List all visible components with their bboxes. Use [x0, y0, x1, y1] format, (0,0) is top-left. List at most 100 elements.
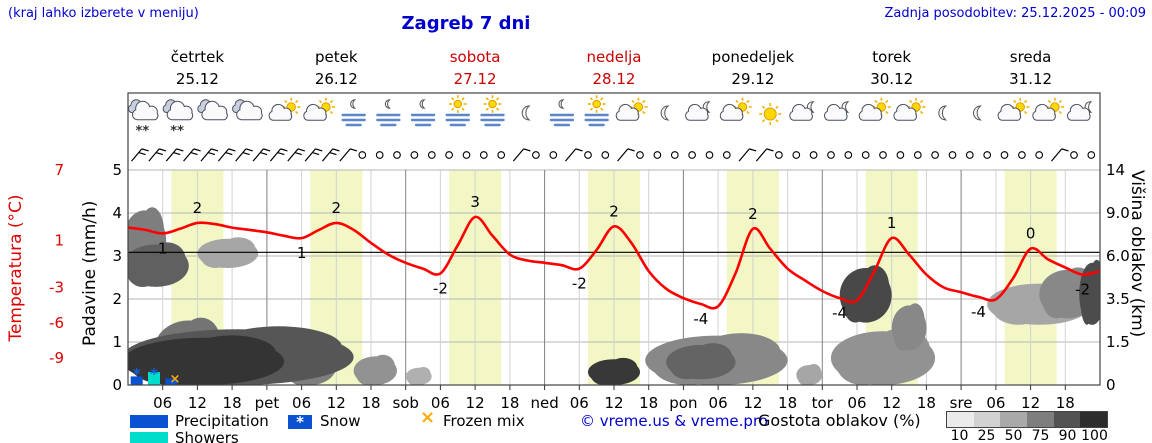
precipitation-swatch	[130, 415, 168, 428]
cloud-icon	[824, 103, 848, 121]
x-hour-label: 12	[743, 394, 762, 412]
sun-icon	[587, 95, 606, 113]
day-header-name: sreda	[1010, 48, 1052, 66]
cloud-density-step	[1026, 412, 1054, 427]
weather-icon-suncloud	[893, 97, 926, 121]
x-hour-label: 18	[778, 394, 797, 412]
cloud-height-tick: 6.0	[1106, 247, 1130, 265]
wind-barb-icon	[304, 148, 323, 162]
fog-icon	[584, 113, 609, 127]
cloud-density-tick: 25	[977, 428, 996, 443]
x-day-abbr: sre	[950, 394, 973, 412]
weather-icon-suncloud	[1032, 97, 1065, 121]
wind-calm-icon	[775, 151, 783, 159]
day-header-name: sobota	[450, 48, 501, 66]
cloud-density-tick: 10	[950, 428, 969, 443]
cloud-density-tick: 75	[1031, 428, 1050, 443]
day-header-date: 26.12	[315, 70, 358, 88]
precip-tick: 4	[112, 204, 122, 222]
wind-barb-icon	[738, 148, 757, 162]
wind-barb-icon	[755, 148, 774, 162]
cloud-height-axis-label: Višina oblakov (km)	[1127, 170, 1147, 338]
wind-barb-icon	[165, 148, 184, 162]
fog-icon	[341, 113, 366, 127]
precip-tick: 0	[112, 376, 122, 394]
wind-calm-icon	[705, 151, 714, 159]
temp-tick: -3	[49, 279, 64, 297]
wind-calm-icon	[948, 151, 957, 159]
x-day-abbr: sob	[392, 394, 419, 412]
cloud-density-scale	[946, 411, 1108, 428]
wind-calm-icon	[358, 151, 367, 159]
wind-calm-icon	[375, 151, 384, 159]
cloud-blob	[355, 362, 378, 385]
wind-calm-icon	[722, 151, 731, 159]
cloud-blob	[992, 291, 1045, 325]
weather-icon-fogsun	[584, 95, 609, 127]
day-header-name: četrtek	[171, 48, 225, 66]
wind-calm-icon	[688, 151, 696, 159]
moon-icon	[350, 99, 357, 109]
wind-calm-icon	[427, 151, 436, 159]
weather-icon-moon	[521, 105, 531, 121]
last-update-text: Zadnja posodobitev: 25.12.2025 - 00:09	[884, 6, 1146, 21]
weather-icons-row: ** **	[127, 95, 1093, 139]
temp-tick: -9	[49, 349, 64, 367]
temp-tick: -6	[49, 314, 64, 332]
weather-icon-suncloud	[303, 97, 336, 121]
wind-calm-icon	[410, 151, 419, 159]
weather-icon-fogmoon	[341, 99, 366, 127]
weather-icon-suncloud	[719, 97, 752, 121]
snow-marker-icon: *	[133, 365, 141, 383]
cloud-density-step	[1000, 412, 1027, 427]
precip-bar	[130, 376, 143, 385]
cloud-height-tick: 1.5	[1106, 333, 1130, 351]
fog-icon	[445, 113, 470, 127]
copyright-link[interactable]: © vreme.us & vreme.pro	[580, 412, 768, 430]
wind-calm-icon	[636, 151, 644, 159]
fog-icon	[480, 113, 505, 127]
location-hint: (kraj lahko izberete v meniju)	[8, 6, 199, 21]
temp-tick: 1	[54, 232, 64, 250]
cloud-blob	[836, 342, 889, 385]
snow-star-icon: *	[296, 413, 304, 431]
cloud-blob	[1042, 279, 1071, 319]
x-hour-label: 06	[292, 394, 311, 412]
weather-icon-moon	[973, 105, 982, 121]
cloud-icon	[201, 100, 228, 121]
temp-value-label: 1	[887, 214, 897, 232]
cloud-icon	[166, 100, 194, 121]
wind-calm-icon	[393, 151, 401, 159]
cloud-icon	[997, 103, 1022, 121]
wind-calm-icon	[1087, 151, 1096, 159]
cloud-icon	[268, 103, 293, 121]
weather-icon-suncloud	[997, 97, 1030, 121]
showers-label: Showers	[175, 429, 239, 443]
weather-icon-sun	[759, 103, 782, 125]
weather-icon-moon	[660, 105, 670, 121]
wind-barb-icon	[200, 148, 219, 162]
wind-barb-icon	[512, 148, 531, 162]
fog-icon	[549, 113, 575, 127]
cloud-icon	[1032, 103, 1056, 121]
moon-icon	[384, 99, 391, 109]
cloud-density-tick: 90	[1058, 428, 1077, 443]
cloud-blob	[590, 364, 617, 385]
wind-calm-icon	[1070, 151, 1078, 159]
precip-tick: 2	[112, 290, 122, 308]
precip-axis-label: Padavine (mm/h)	[80, 200, 100, 346]
x-hour-label: 12	[188, 394, 207, 412]
temp-value-label: 1	[158, 239, 168, 257]
cloud-axis-ticks: 14 9.0 6.0 3.5 1.5 0	[1106, 161, 1130, 394]
sun-icon	[449, 95, 467, 113]
fog-icon	[410, 113, 436, 127]
weather-icon-mooncloud	[1067, 101, 1093, 121]
temp-value-label: 2	[332, 199, 342, 217]
day-header-date: 29.12	[731, 70, 774, 88]
temp-value-label: -4	[693, 310, 708, 328]
wind-calm-icon	[549, 151, 558, 159]
wind-calm-icon	[809, 151, 818, 159]
temperature-curve	[128, 215, 1100, 310]
wind-calm-icon	[479, 151, 488, 159]
weather-icon-suncloud	[615, 97, 648, 121]
